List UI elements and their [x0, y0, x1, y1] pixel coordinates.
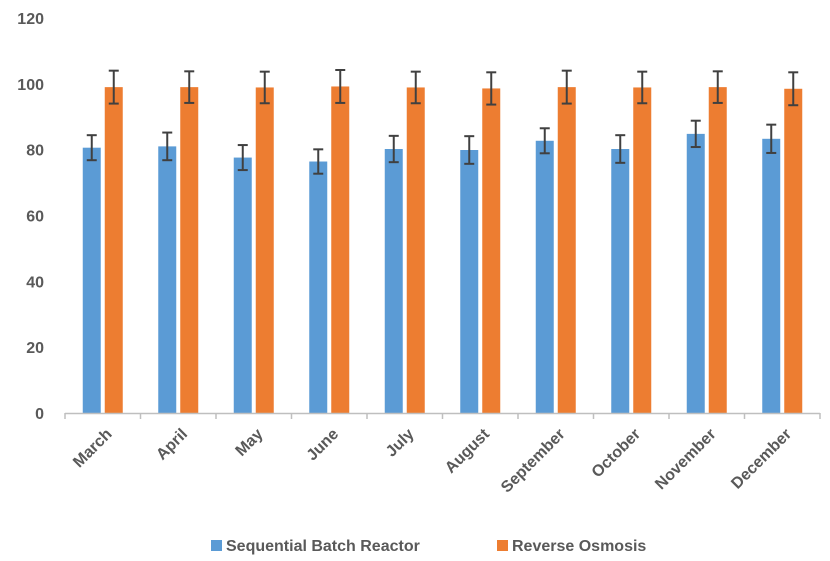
bar-sbr-august — [460, 150, 479, 413]
error-bar-sbr-october — [615, 134, 626, 164]
y-tick-label: 80 — [26, 143, 44, 160]
error-bar-sbr-december — [766, 123, 777, 154]
y-tick-label: 60 — [26, 209, 44, 226]
legend-label-ro: Reverse Osmosis — [512, 538, 646, 555]
x-tick-label-july: July — [383, 426, 418, 461]
bar-ro-november — [708, 87, 727, 414]
x-axis-labels: March April May June July August September Octo… — [70, 425, 795, 496]
error-bar-sbr-march — [86, 134, 97, 162]
error-bar-ro-april — [184, 70, 195, 104]
y-tick-label: 120 — [17, 11, 44, 28]
bar-sbr-march — [82, 147, 101, 413]
error-bar-ro-may — [259, 70, 270, 105]
y-tick-label: 0 — [35, 406, 44, 423]
x-tick-label-may: May — [233, 426, 267, 460]
bar-ro-march — [104, 87, 123, 414]
bar-sbr-june — [309, 161, 328, 413]
x-tick-label-april: April — [153, 426, 191, 464]
error-bar-sbr-august — [464, 135, 475, 165]
bar-sbr-december — [762, 138, 781, 414]
error-bar-sbr-june — [313, 148, 324, 175]
x-tick-label-august: August — [442, 425, 493, 476]
error-bar-ro-november — [712, 70, 723, 104]
x-tick-label-december: December — [728, 426, 795, 493]
x-axis-ticks — [64, 413, 821, 419]
error-bar-sbr-july — [388, 134, 399, 164]
bars — [82, 86, 803, 414]
legend-label-sbr: Sequential Batch Reactor — [226, 538, 420, 555]
error-bar-sbr-september — [539, 127, 550, 155]
x-tick-label-october: October — [589, 426, 644, 481]
bar-sbr-september — [535, 140, 554, 413]
bar-sbr-may — [233, 157, 252, 413]
error-bar-sbr-november — [690, 119, 701, 149]
bar-ro-may — [255, 87, 274, 413]
error-bars — [86, 69, 799, 175]
error-bar-ro-september — [561, 69, 572, 105]
x-tick-label-november: November — [652, 426, 719, 493]
y-axis-ticks: 0 20 40 60 80 100 120 — [17, 11, 44, 423]
bar-sbr-october — [611, 149, 630, 413]
error-bar-ro-march — [108, 69, 119, 105]
error-bar-ro-december — [788, 71, 799, 107]
bar-ro-september — [557, 87, 576, 414]
error-bar-ro-june — [335, 69, 346, 104]
bar-ro-october — [633, 87, 652, 413]
error-bar-sbr-may — [237, 144, 248, 172]
y-tick-label: 20 — [26, 340, 44, 357]
error-bar-ro-october — [637, 70, 648, 105]
x-tick-label-september: September — [498, 426, 569, 497]
bar-sbr-april — [158, 146, 177, 414]
error-bar-sbr-april — [162, 131, 173, 162]
bar-ro-july — [406, 87, 425, 413]
bar-ro-august — [482, 88, 501, 413]
y-tick-label: 100 — [17, 77, 44, 94]
y-tick-label: 40 — [26, 274, 44, 291]
legend-swatch-sbr — [211, 540, 222, 551]
legend-swatch-ro — [497, 540, 508, 551]
bar-ro-december — [784, 88, 803, 414]
bar-ro-june — [331, 86, 350, 413]
legend: Sequential Batch Reactor Reverse Osmosis — [211, 538, 646, 555]
x-tick-label-march: March — [70, 426, 115, 471]
error-bar-ro-august — [486, 71, 497, 106]
bar-sbr-november — [686, 133, 705, 413]
x-tick-label-june: June — [304, 426, 342, 464]
bar-ro-april — [180, 87, 199, 414]
bar-sbr-july — [384, 149, 403, 413]
error-bar-ro-july — [410, 70, 421, 105]
